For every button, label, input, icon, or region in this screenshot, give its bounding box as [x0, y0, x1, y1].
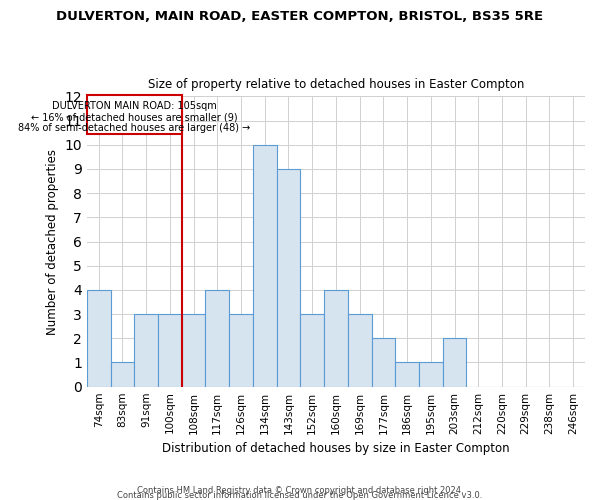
Text: Contains public sector information licensed under the Open Government Licence v3: Contains public sector information licen…: [118, 491, 482, 500]
Text: DULVERTON, MAIN ROAD, EASTER COMPTON, BRISTOL, BS35 5RE: DULVERTON, MAIN ROAD, EASTER COMPTON, BR…: [56, 10, 544, 23]
Bar: [110, 362, 134, 386]
Bar: [348, 314, 371, 386]
Bar: [182, 314, 205, 386]
Bar: [419, 362, 443, 386]
FancyBboxPatch shape: [87, 95, 182, 134]
Bar: [229, 314, 253, 386]
Text: 84% of semi-detached houses are larger (48) →: 84% of semi-detached houses are larger (…: [18, 124, 250, 134]
Bar: [134, 314, 158, 386]
Bar: [87, 290, 110, 386]
Title: Size of property relative to detached houses in Easter Compton: Size of property relative to detached ho…: [148, 78, 524, 91]
Bar: [301, 314, 324, 386]
Text: Contains HM Land Registry data © Crown copyright and database right 2024.: Contains HM Land Registry data © Crown c…: [137, 486, 463, 495]
Bar: [158, 314, 182, 386]
Bar: [253, 144, 277, 386]
X-axis label: Distribution of detached houses by size in Easter Compton: Distribution of detached houses by size …: [162, 442, 510, 455]
Bar: [443, 338, 466, 386]
Bar: [371, 338, 395, 386]
Bar: [277, 169, 301, 386]
Bar: [205, 290, 229, 386]
Y-axis label: Number of detached properties: Number of detached properties: [46, 148, 59, 334]
Text: ← 16% of detached houses are smaller (9): ← 16% of detached houses are smaller (9): [31, 112, 238, 122]
Text: DULVERTON MAIN ROAD: 105sqm: DULVERTON MAIN ROAD: 105sqm: [52, 100, 217, 110]
Bar: [324, 290, 348, 386]
Bar: [395, 362, 419, 386]
